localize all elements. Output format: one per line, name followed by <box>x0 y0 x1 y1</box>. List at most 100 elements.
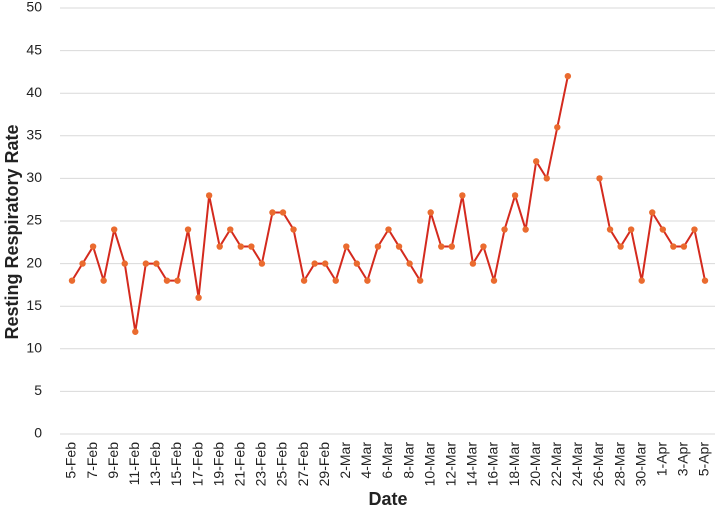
point <box>543 175 550 182</box>
point <box>416 277 424 284</box>
x-tick-label: 7-Feb <box>84 442 100 479</box>
y-tick-label: 0 <box>34 425 42 441</box>
x-tick-label: 29-Feb <box>316 442 332 487</box>
x-tick-label: 18-Mar <box>506 442 522 487</box>
point <box>132 328 139 335</box>
point <box>627 226 635 233</box>
point <box>680 243 688 250</box>
y-tick-label: 10 <box>26 340 42 356</box>
point <box>322 260 329 267</box>
point <box>448 243 455 250</box>
point <box>701 277 709 284</box>
point <box>68 277 76 284</box>
point <box>174 277 181 284</box>
x-tick-label: 1-Apr <box>654 442 670 477</box>
y-tick-label: 25 <box>26 212 42 228</box>
y-tick-label: 20 <box>26 254 42 270</box>
point <box>195 294 202 301</box>
y-tick-label: 45 <box>26 41 42 57</box>
point <box>184 226 192 233</box>
point <box>121 260 128 267</box>
x-tick-label: 4-Mar <box>358 442 374 479</box>
point <box>248 243 255 250</box>
x-tick-label: 11-Feb <box>126 442 142 486</box>
point <box>395 243 403 250</box>
x-tick-label: 5-Apr <box>696 442 712 477</box>
point <box>490 277 498 284</box>
point <box>332 277 339 284</box>
point <box>406 260 413 267</box>
point <box>227 226 234 233</box>
point <box>311 260 318 267</box>
point <box>480 243 487 250</box>
point <box>691 226 698 233</box>
point <box>290 226 297 233</box>
x-tick-label: 15-Feb <box>168 442 184 487</box>
point <box>670 243 677 250</box>
x-tick-label: 17-Feb <box>189 442 205 487</box>
x-tick-label: 27-Feb <box>295 442 311 487</box>
point <box>269 209 276 216</box>
point <box>427 209 434 216</box>
point <box>279 209 287 216</box>
point <box>564 72 572 80</box>
y-axis-title: Resting Respiratory Rate <box>2 124 22 339</box>
x-tick-label: 2-Mar <box>337 442 353 479</box>
y-tick-label: 15 <box>26 297 42 313</box>
y-tick-label: 5 <box>34 382 42 398</box>
x-tick-label: 14-Mar <box>464 442 480 487</box>
x-tick-label: 12-Mar <box>443 442 459 487</box>
x-tick-label: 9-Feb <box>105 442 121 479</box>
point <box>596 175 603 182</box>
point <box>111 226 118 233</box>
point <box>100 277 107 284</box>
point <box>522 226 529 233</box>
point <box>89 243 97 250</box>
y-tick-label: 35 <box>26 127 42 143</box>
point <box>79 260 86 267</box>
point <box>374 243 382 250</box>
x-tick-label: 10-Mar <box>421 442 437 487</box>
point <box>343 243 350 250</box>
point <box>659 226 666 233</box>
point <box>533 158 540 165</box>
point <box>163 277 171 284</box>
x-tick-label: 20-Mar <box>527 442 543 487</box>
x-tick-label: 6-Mar <box>379 442 395 479</box>
point <box>459 192 466 199</box>
point <box>385 226 392 233</box>
x-axis-title: Date <box>368 489 407 509</box>
point <box>469 260 477 267</box>
x-tick-label: 8-Mar <box>400 442 416 479</box>
point <box>638 277 645 284</box>
x-tick-label: 24-Mar <box>569 442 585 487</box>
point <box>606 226 614 233</box>
point <box>649 209 656 216</box>
point <box>353 260 361 267</box>
point <box>216 243 223 250</box>
point <box>142 260 150 267</box>
x-tick-label: 13-Feb <box>147 442 163 487</box>
point <box>258 260 266 267</box>
x-tick-label: 16-Mar <box>485 442 501 487</box>
x-tick-label: 21-Feb <box>232 442 248 487</box>
point <box>153 260 160 267</box>
line <box>71 75 706 332</box>
y-tick-label: 40 <box>26 84 42 100</box>
x-tick-label: 23-Feb <box>253 442 269 487</box>
x-tick-label: 28-Mar <box>611 442 627 487</box>
point <box>364 277 371 284</box>
x-tick-label: 22-Mar <box>548 442 564 487</box>
point <box>617 243 624 250</box>
point <box>501 226 508 233</box>
x-tick-label: 30-Mar <box>632 442 648 487</box>
point <box>438 243 445 250</box>
x-tick-label: 19-Feb <box>210 442 226 487</box>
point <box>554 124 561 131</box>
point <box>300 277 308 284</box>
x-tick-label: 26-Mar <box>590 442 606 487</box>
point <box>205 192 213 199</box>
y-tick-label: 50 <box>26 0 42 15</box>
x-tick-label: 3-Apr <box>675 442 691 477</box>
